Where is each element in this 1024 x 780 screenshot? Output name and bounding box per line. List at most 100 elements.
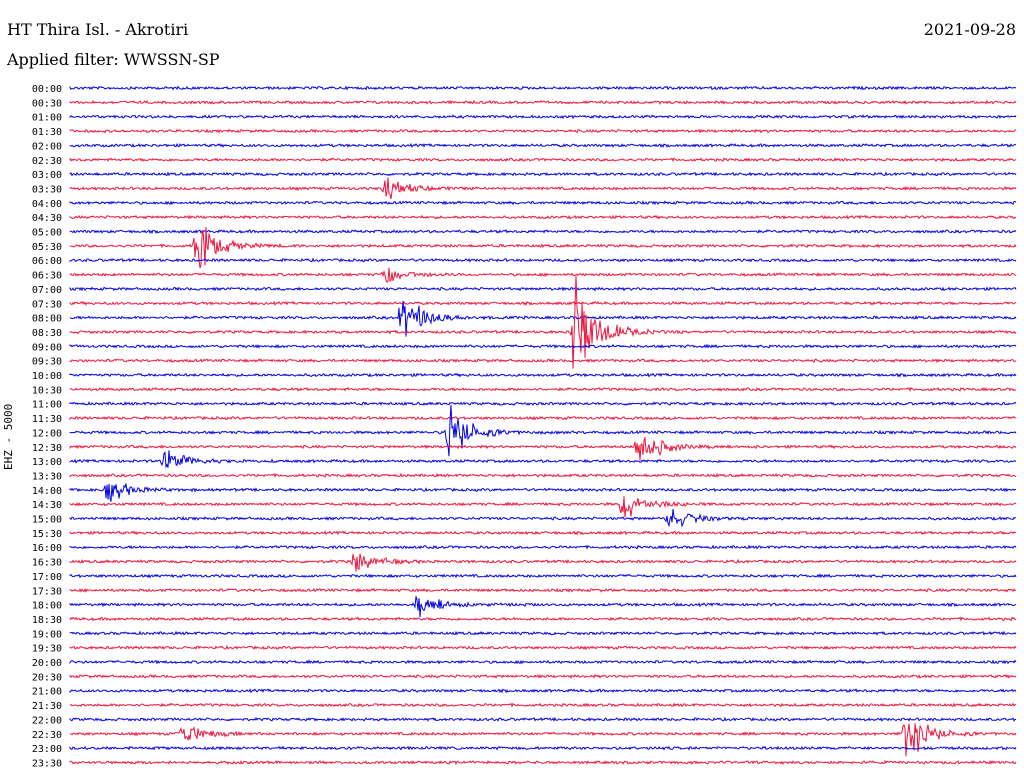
row-label: 21:00 bbox=[32, 687, 62, 698]
trace-row bbox=[69, 99, 1017, 105]
row-label: 15:00 bbox=[32, 515, 62, 526]
trace-row bbox=[69, 386, 1017, 392]
trace-row bbox=[69, 171, 1017, 177]
trace-row bbox=[69, 716, 1017, 722]
row-label: 01:00 bbox=[32, 113, 62, 124]
row-label: 19:30 bbox=[32, 644, 62, 655]
date-label: 2021-09-28 bbox=[923, 20, 1016, 39]
trace-row bbox=[69, 723, 1017, 757]
trace-row bbox=[69, 745, 1017, 751]
row-label: 17:30 bbox=[32, 586, 62, 597]
trace-row bbox=[69, 404, 1017, 457]
trace-row bbox=[69, 214, 1017, 220]
trace-row bbox=[69, 300, 1017, 337]
trace-row bbox=[69, 659, 1017, 665]
trace-row bbox=[69, 257, 1017, 263]
row-label: 23:30 bbox=[32, 758, 62, 769]
row-label: 20:30 bbox=[32, 672, 62, 683]
trace-group bbox=[69, 85, 1017, 766]
trace-row bbox=[69, 553, 1017, 572]
trace-row bbox=[69, 177, 1017, 200]
trace-row bbox=[69, 343, 1017, 349]
trace-row bbox=[69, 300, 1017, 306]
row-label: 14:30 bbox=[32, 500, 62, 511]
row-label: 05:30 bbox=[32, 242, 62, 253]
row-label: 18:00 bbox=[32, 601, 62, 612]
row-label: 20:00 bbox=[32, 658, 62, 669]
row-label: 07:30 bbox=[32, 299, 62, 310]
trace-row bbox=[69, 509, 1017, 528]
row-label: 13:00 bbox=[32, 457, 62, 468]
trace-row bbox=[69, 128, 1017, 134]
row-label: 04:00 bbox=[32, 199, 62, 210]
row-label: 06:00 bbox=[32, 256, 62, 267]
trace-row bbox=[69, 688, 1017, 694]
trace-row bbox=[69, 587, 1017, 593]
trace-row bbox=[69, 226, 1017, 269]
row-label: 09:30 bbox=[32, 357, 62, 368]
trace-row bbox=[69, 415, 1017, 421]
trace-row bbox=[69, 114, 1017, 120]
row-label: 07:00 bbox=[32, 285, 62, 296]
trace-row bbox=[69, 472, 1017, 478]
trace-row bbox=[69, 573, 1017, 579]
row-label: 11:00 bbox=[32, 400, 62, 411]
trace-row bbox=[69, 286, 1017, 292]
trace-row bbox=[69, 616, 1017, 622]
trace-row bbox=[69, 142, 1017, 149]
trace-row bbox=[69, 596, 1017, 618]
trace-row bbox=[69, 200, 1017, 206]
row-label: 10:00 bbox=[32, 371, 62, 382]
trace-row bbox=[69, 544, 1017, 550]
row-label: 02:30 bbox=[32, 156, 62, 167]
row-label: 21:30 bbox=[32, 701, 62, 712]
row-label: 14:00 bbox=[32, 486, 62, 497]
trace-row bbox=[69, 759, 1017, 766]
row-label: 04:30 bbox=[32, 213, 62, 224]
row-label: 08:00 bbox=[32, 314, 62, 325]
trace-row bbox=[69, 275, 1017, 369]
row-label: 23:00 bbox=[32, 744, 62, 755]
row-label: 22:00 bbox=[32, 715, 62, 726]
trace-row bbox=[69, 437, 1017, 461]
row-label: 10:30 bbox=[32, 385, 62, 396]
trace-row bbox=[69, 673, 1017, 679]
trace-row bbox=[69, 702, 1017, 708]
row-label: 12:00 bbox=[32, 428, 62, 439]
row-label: 03:30 bbox=[32, 184, 62, 195]
row-label-group: 00:00 00:30 01:00 01:30 02:00 02:30 03:00 03:30… bbox=[32, 84, 62, 769]
row-label: 12:30 bbox=[32, 443, 62, 454]
row-label: 18:30 bbox=[32, 615, 62, 626]
row-label: 22:30 bbox=[32, 730, 62, 741]
trace-row bbox=[69, 530, 1017, 536]
row-label: 15:30 bbox=[32, 529, 62, 540]
station-title: HT Thira Isl. - Akrotiri bbox=[7, 20, 189, 39]
trace-row bbox=[69, 267, 1017, 283]
row-label: 02:00 bbox=[32, 141, 62, 152]
row-label: 05:00 bbox=[32, 228, 62, 239]
trace-row bbox=[69, 85, 1017, 91]
row-label: 00:30 bbox=[32, 98, 62, 109]
trace-row bbox=[69, 496, 1017, 518]
row-label: 08:30 bbox=[32, 328, 62, 339]
filter-label: Applied filter: WWSSN-SP bbox=[7, 50, 220, 69]
trace-row bbox=[69, 630, 1017, 636]
row-label: 17:00 bbox=[32, 572, 62, 583]
row-label: 16:30 bbox=[32, 558, 62, 569]
trace-row bbox=[69, 229, 1017, 235]
row-label: 06:30 bbox=[32, 271, 62, 282]
row-label: 03:00 bbox=[32, 170, 62, 181]
trace-row bbox=[69, 157, 1017, 163]
trace-row bbox=[69, 358, 1017, 364]
trace-row bbox=[69, 644, 1017, 651]
row-label: 09:00 bbox=[32, 342, 62, 353]
row-label: 13:30 bbox=[32, 471, 62, 482]
row-label: 19:00 bbox=[32, 629, 62, 640]
row-label: 01:30 bbox=[32, 127, 62, 138]
row-label: 11:30 bbox=[32, 414, 62, 425]
trace-row bbox=[69, 372, 1017, 378]
trace-row bbox=[69, 483, 1017, 502]
row-label: 16:00 bbox=[32, 543, 62, 554]
row-label: 00:00 bbox=[32, 84, 62, 95]
